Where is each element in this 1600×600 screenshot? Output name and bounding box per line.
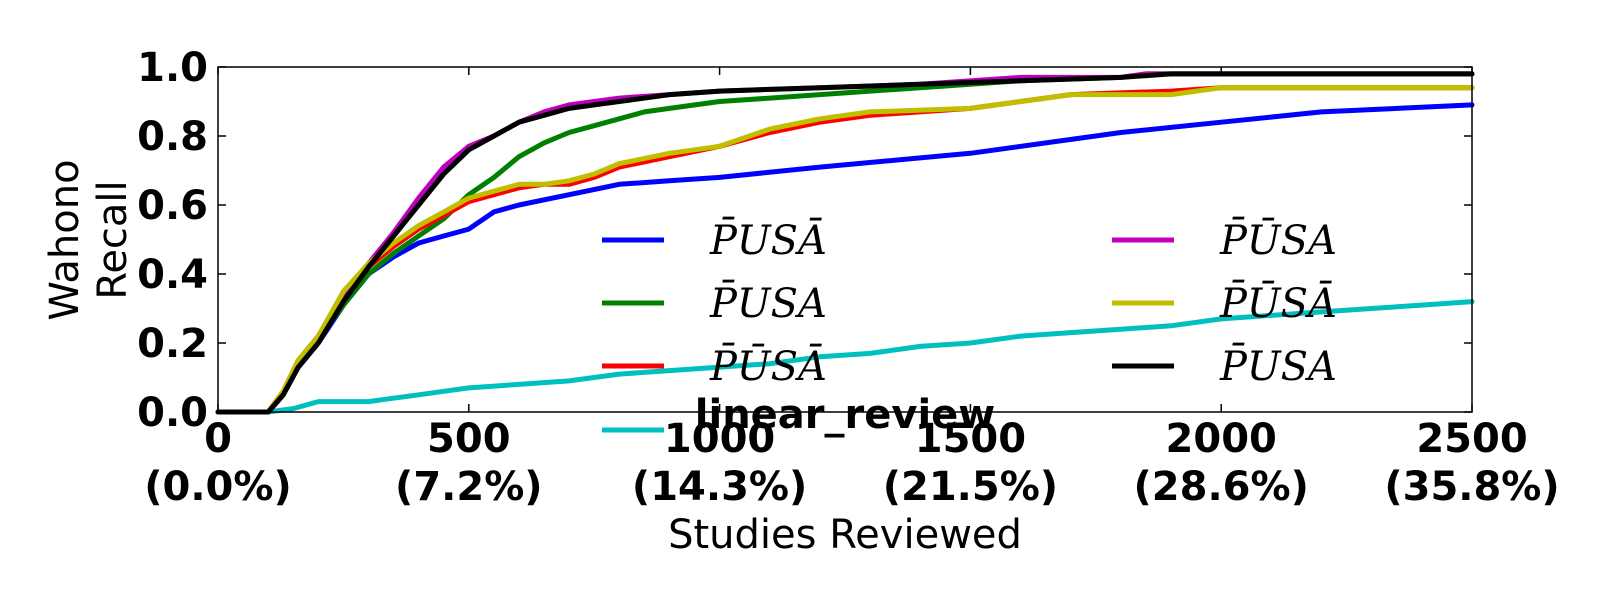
legend-label: P̄USĀ (709, 217, 827, 264)
x-tick-sublabel: (7.2%) (395, 464, 543, 510)
legend-label: P̄ŪSĀ (1219, 280, 1337, 327)
legend-label: linear_review (695, 392, 995, 438)
x-tick-sublabel: (35.8%) (1384, 464, 1559, 510)
x-tick-label: 2500 (1416, 416, 1527, 462)
y-tick-label: 0.4 (137, 252, 208, 298)
y-tick-label: 0.2 (137, 321, 208, 367)
axis-titles: Wahono Recall Studies Reviewed (42, 159, 1022, 558)
x-tick-label: 0 (204, 416, 232, 462)
x-tick-label: 500 (427, 416, 511, 462)
x-tick-sublabel: (14.3%) (632, 464, 807, 510)
series-line-7 (215, 71, 1475, 415)
y-tick-label: 0.6 (137, 183, 208, 229)
y-tick-label: 0.8 (137, 114, 208, 160)
y-axis-title-line2: Recall (90, 180, 136, 299)
series-line-6 (215, 85, 1475, 415)
plot-frame (217, 66, 1473, 413)
y-tick-label: 1.0 (137, 45, 208, 91)
y-tick-label: 0.0 (137, 390, 208, 436)
x-tick-label: 2000 (1166, 416, 1277, 462)
series-line-4 (215, 299, 1475, 415)
x-tick-sublabel: (28.6%) (1134, 464, 1309, 510)
axis-ticks: 0.0 0.2 0.4 0.6 0.8 1.0 0(0.0%) 500(7.2%) 1000(1… (137, 45, 1560, 510)
x-tick-sublabel: (21.5%) (883, 464, 1058, 510)
legend-label: P̄USA (1219, 343, 1337, 390)
x-tick-sublabel: (0.0%) (144, 464, 292, 510)
legend-label: P̄ŪSĀ (709, 343, 827, 390)
x-tick-label: 1000 (664, 416, 775, 462)
legend: P̄USĀP̄USAP̄ŪSĀlinear_reviewP̄ŪSAP̄ŪSĀP̄… (602, 217, 1337, 438)
legend-label: P̄ŪSA (1219, 217, 1337, 264)
legend-label: P̄USA (709, 280, 827, 327)
x-tick-label: 1500 (915, 416, 1026, 462)
series-lines (215, 71, 1475, 415)
x-axis-title: Studies Reviewed (668, 512, 1022, 558)
y-axis-title-line1: Wahono (42, 159, 88, 320)
